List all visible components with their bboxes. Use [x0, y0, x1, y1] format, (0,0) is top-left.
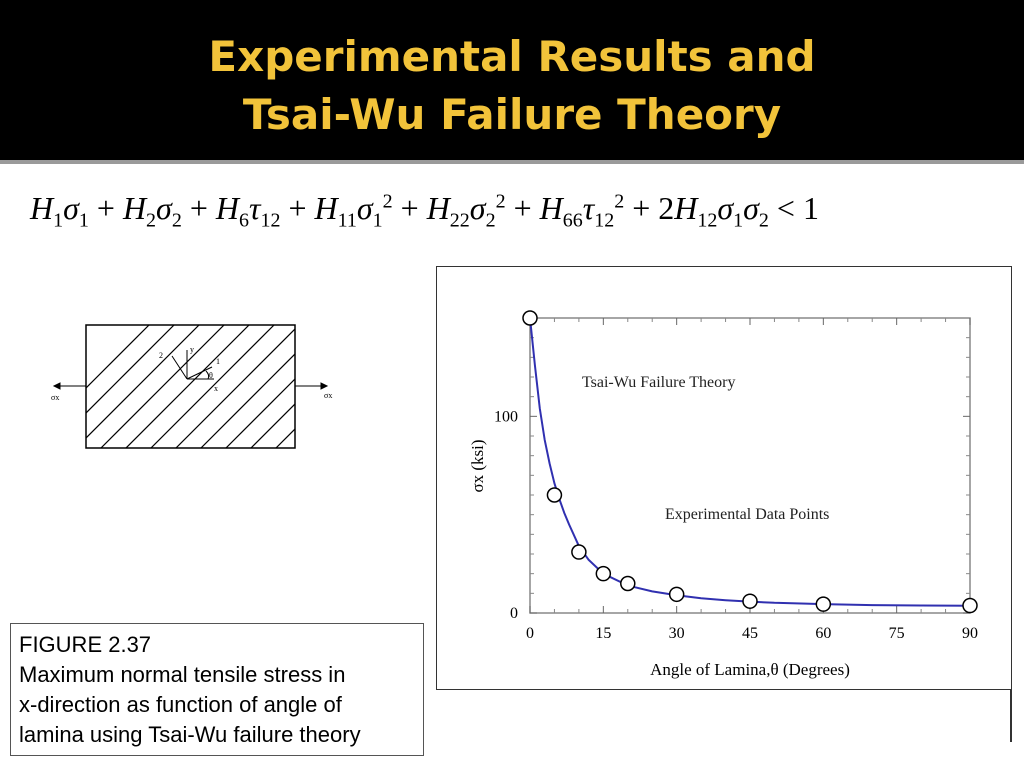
plot-area — [529, 317, 971, 614]
axis-x-label: x — [214, 384, 218, 393]
local-axes — [171, 350, 214, 380]
figure-caption: FIGURE 2.37 Maximum normal tensile stres… — [10, 623, 424, 756]
x-tick-label: 90 — [962, 625, 978, 642]
experimental-data-point — [595, 565, 612, 582]
title-divider — [0, 160, 1024, 164]
axis-2-label: 2 — [159, 351, 163, 360]
x-axis-label: Angle of Lamina,θ (Degrees) — [650, 660, 850, 679]
angle-label: θ — [209, 371, 213, 380]
caption-line-1: FIGURE 2.37 — [19, 632, 152, 657]
y-tick-label: 100 — [494, 408, 518, 425]
experimental-data-point — [962, 597, 978, 614]
right-stress-label: σx — [324, 391, 332, 400]
caption-line-3: x-direction as function of angle of — [19, 692, 342, 717]
tsai-wu-equation: H1σ1 + H2σ2 + H6τ12 + H11σ12 + H22σ22 + … — [30, 190, 819, 232]
annotation-experimental: Experimental Data Points — [665, 506, 829, 523]
slide-title: Experimental Results and Tsai-Wu Failure… — [0, 28, 1024, 144]
experimental-data-point — [546, 487, 563, 503]
title-banner — [0, 0, 1024, 160]
y-axis-label: σx (ksi) — [468, 439, 487, 492]
axis-1-label: 1 — [216, 357, 220, 366]
x-tick-label: 0 — [526, 625, 534, 642]
tsai-wu-chart: 0 15 30 45 60 75 90 0 100 Tsai-Wu Failure Theory E… — [468, 310, 978, 679]
stress-arrows — [52, 382, 329, 390]
y-tick-label: 0 — [510, 605, 518, 622]
experimental-data-point — [522, 310, 538, 326]
fiber-hatching — [86, 325, 295, 448]
lamina-diagram: 2 y 1 θ x σx σx — [51, 324, 332, 449]
caption-line-2: Maximum normal tensile stress in — [19, 662, 346, 687]
x-tick-label: 75 — [889, 625, 905, 642]
experimental-data-point — [571, 544, 587, 560]
x-tick-label: 30 — [669, 625, 685, 642]
lamina-plate — [85, 324, 296, 449]
slide-title-line-2: Tsai-Wu Failure Theory — [242, 90, 782, 139]
experimental-data-point — [742, 593, 758, 609]
x-tick-label: 15 — [595, 625, 611, 642]
x-tick-label: 60 — [815, 625, 831, 642]
experimental-data-point — [815, 596, 832, 612]
slide-title-line-1: Experimental Results and — [208, 32, 816, 81]
left-stress-label: σx — [51, 393, 59, 402]
chart-frame-edge — [1010, 690, 1012, 742]
tsai-wu-curve — [529, 317, 971, 607]
axis-y-label: y — [190, 345, 194, 354]
annotation-theory: Tsai-Wu Failure Theory — [582, 374, 735, 391]
experimental-data-point — [620, 575, 636, 592]
experimental-data-point — [668, 586, 685, 603]
caption-line-4: lamina using Tsai-Wu failure theory — [19, 722, 361, 747]
x-tick-label: 45 — [742, 625, 758, 642]
chart-frame: 0 15 30 45 60 75 90 0 100 Tsai-Wu Failure Theory E… — [436, 266, 1012, 690]
